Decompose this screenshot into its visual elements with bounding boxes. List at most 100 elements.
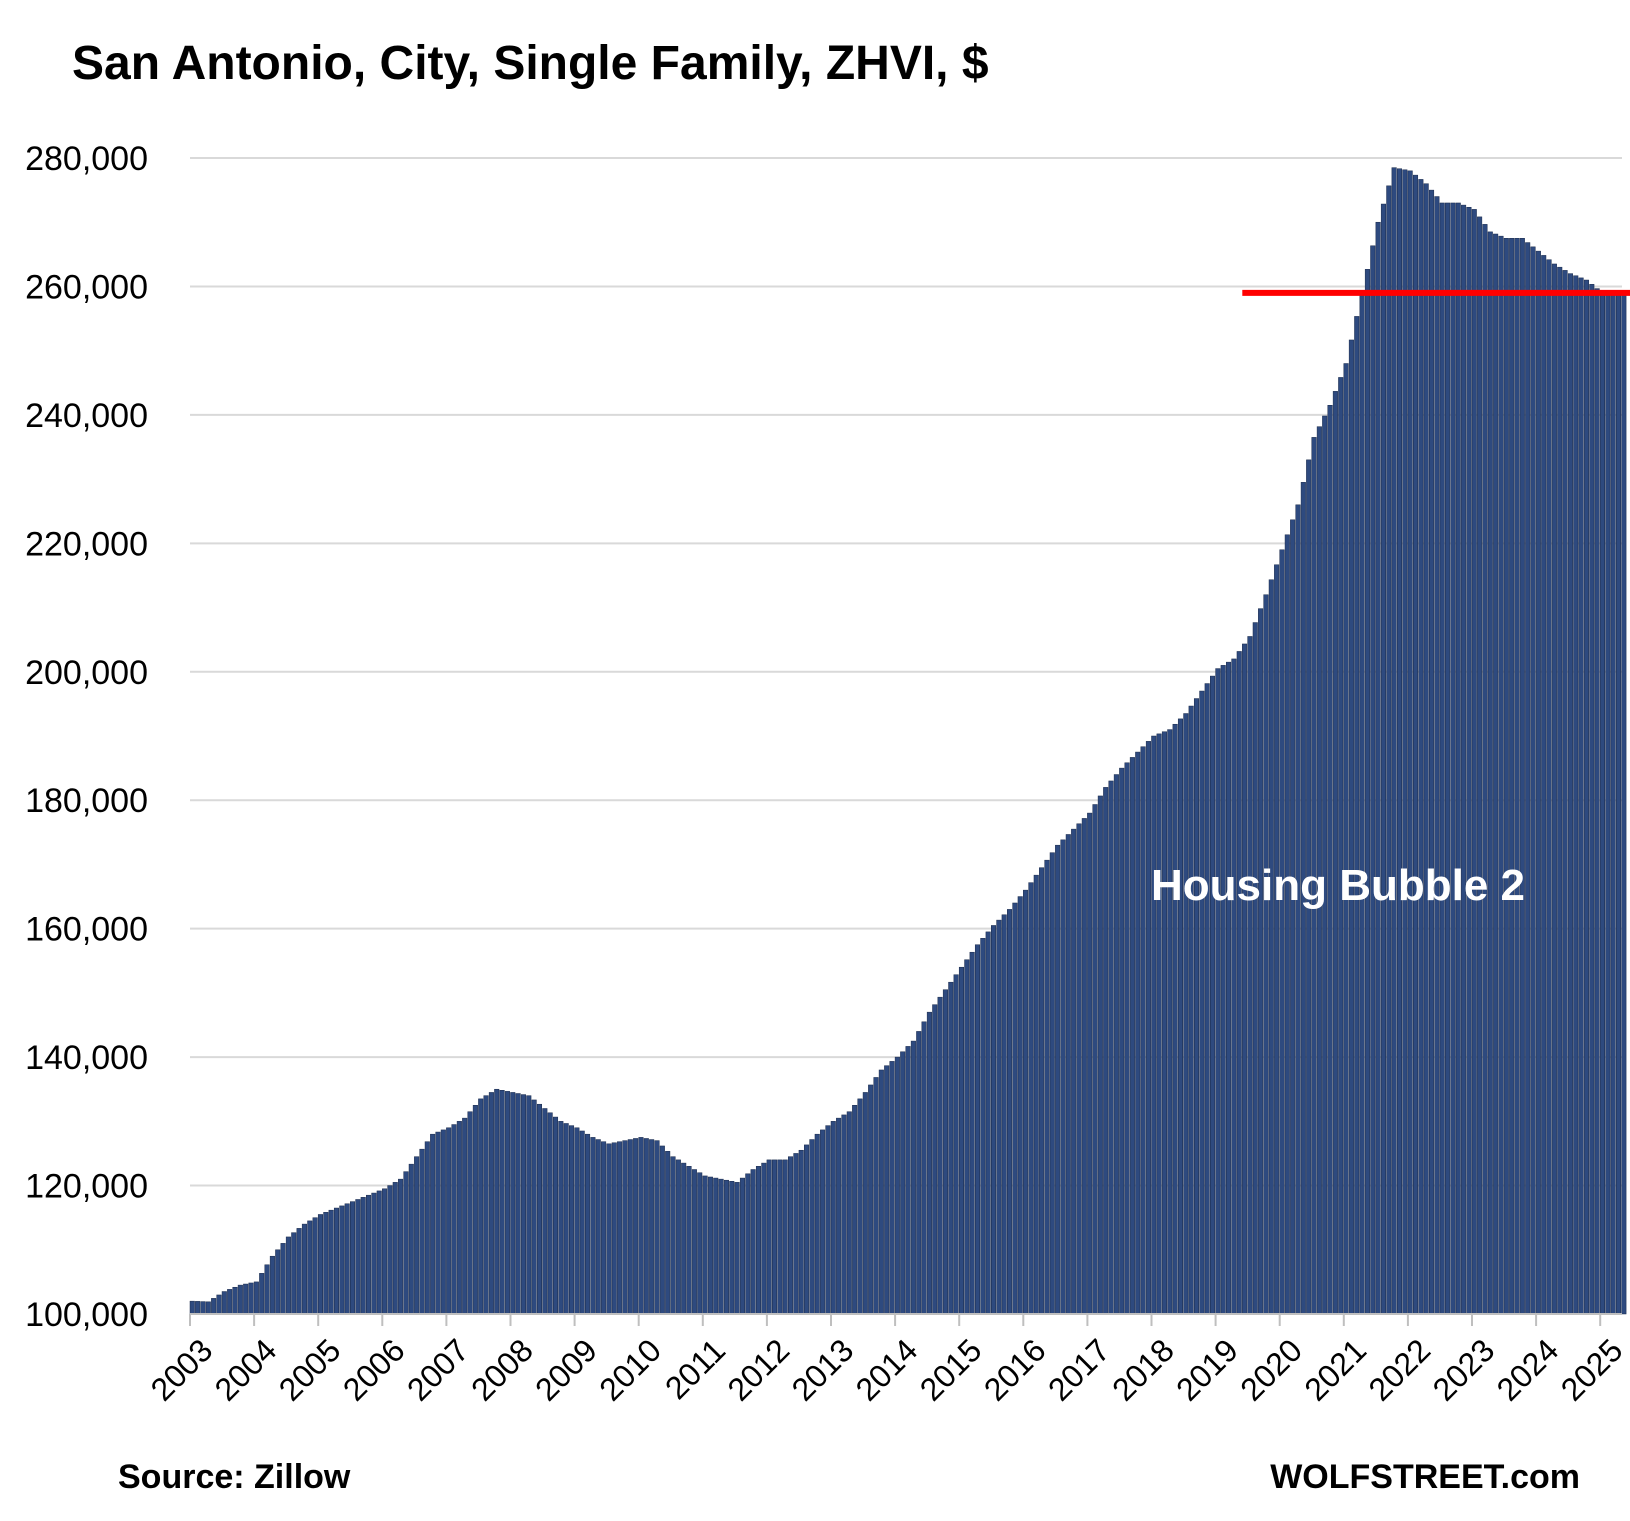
bar	[617, 1141, 623, 1315]
bar	[974, 944, 981, 1315]
bar	[996, 919, 1002, 1315]
bar	[280, 1243, 286, 1315]
bar	[1461, 204, 1467, 1315]
bar	[1023, 889, 1029, 1315]
bar	[1215, 668, 1221, 1315]
bar	[852, 1105, 858, 1315]
x-tick-label: 2021	[1297, 1332, 1373, 1408]
bar	[195, 1301, 201, 1315]
bar	[408, 1163, 414, 1315]
bar	[771, 1159, 778, 1315]
bars	[189, 167, 1627, 1315]
bar	[1108, 780, 1114, 1315]
bar	[921, 1021, 927, 1315]
bar	[862, 1092, 868, 1315]
bar	[627, 1139, 633, 1315]
bar	[366, 1194, 372, 1315]
bar	[216, 1294, 222, 1315]
bar	[392, 1182, 398, 1315]
bar	[1033, 874, 1039, 1315]
bar	[574, 1127, 580, 1315]
bar	[697, 1172, 703, 1315]
bar	[542, 1108, 548, 1315]
bar	[232, 1286, 238, 1315]
x-tick-label: 2009	[528, 1332, 604, 1408]
bar	[296, 1228, 302, 1315]
housing-bubble-annotation: Housing Bubble 2	[1151, 861, 1525, 910]
y-tick-label: 100,000	[25, 1296, 148, 1334]
bar	[1402, 169, 1408, 1315]
bar	[291, 1232, 297, 1315]
y-tick-label: 200,000	[25, 654, 148, 692]
bar	[333, 1207, 340, 1315]
bar	[1589, 284, 1595, 1315]
bar	[1418, 179, 1424, 1315]
y-tick-label: 280,000	[25, 140, 148, 178]
x-tick-label: 2003	[144, 1332, 220, 1408]
bar	[782, 1159, 788, 1315]
bar	[1161, 731, 1167, 1315]
bar	[371, 1192, 377, 1315]
bar	[1429, 189, 1435, 1315]
bar	[301, 1223, 307, 1315]
bar	[788, 1156, 794, 1315]
bar	[643, 1138, 649, 1315]
bar	[1412, 174, 1419, 1315]
bar	[1610, 292, 1616, 1315]
bar	[1001, 914, 1007, 1315]
bar	[894, 1056, 900, 1315]
x-tick-label: 2010	[592, 1332, 668, 1408]
bar	[1450, 202, 1456, 1315]
bar	[958, 966, 964, 1315]
bar	[739, 1177, 745, 1315]
bar	[611, 1142, 617, 1315]
bar	[1017, 896, 1023, 1315]
bar	[1263, 594, 1269, 1315]
bar	[1081, 818, 1087, 1315]
bar	[707, 1176, 713, 1315]
bar	[825, 1125, 831, 1315]
bar	[980, 938, 986, 1315]
bar	[1338, 377, 1344, 1315]
x-tick-label: 2018	[1105, 1332, 1181, 1408]
bar	[713, 1177, 719, 1315]
bar	[382, 1188, 388, 1315]
bar	[558, 1121, 564, 1315]
bar	[638, 1137, 644, 1315]
bar	[1071, 828, 1077, 1315]
bar	[510, 1092, 516, 1315]
bar	[1498, 235, 1504, 1315]
x-tick-label: 2020	[1233, 1332, 1309, 1408]
bar	[964, 959, 970, 1315]
bar	[649, 1139, 655, 1315]
bar	[1551, 263, 1557, 1315]
bar	[1055, 844, 1061, 1315]
bar	[814, 1133, 820, 1315]
bar	[1370, 245, 1376, 1315]
bar	[387, 1185, 393, 1315]
x-axis-tick-labels: 2003200420052006200720082009201020112012…	[144, 1332, 1630, 1408]
bar	[622, 1140, 628, 1315]
bar	[670, 1156, 676, 1315]
bar	[665, 1151, 671, 1315]
bar	[777, 1159, 783, 1315]
bar	[595, 1139, 601, 1315]
bar	[221, 1291, 227, 1315]
bar	[932, 1004, 938, 1315]
bar	[1049, 852, 1055, 1315]
y-axis-tick-labels: 100,000 120,000 140,000 160,000 180,000 200,0…	[25, 140, 148, 1334]
bar	[916, 1031, 922, 1315]
bar	[1097, 795, 1103, 1315]
bar	[376, 1190, 382, 1315]
x-tick-label: 2012	[720, 1332, 796, 1408]
bar	[1151, 735, 1157, 1315]
bar	[723, 1179, 729, 1315]
bar	[1407, 170, 1413, 1315]
bar	[889, 1061, 895, 1315]
bar	[1482, 224, 1488, 1315]
bar	[793, 1153, 799, 1315]
bar	[991, 925, 997, 1315]
bar	[1386, 185, 1392, 1315]
bar	[323, 1212, 329, 1315]
bar	[451, 1124, 457, 1315]
